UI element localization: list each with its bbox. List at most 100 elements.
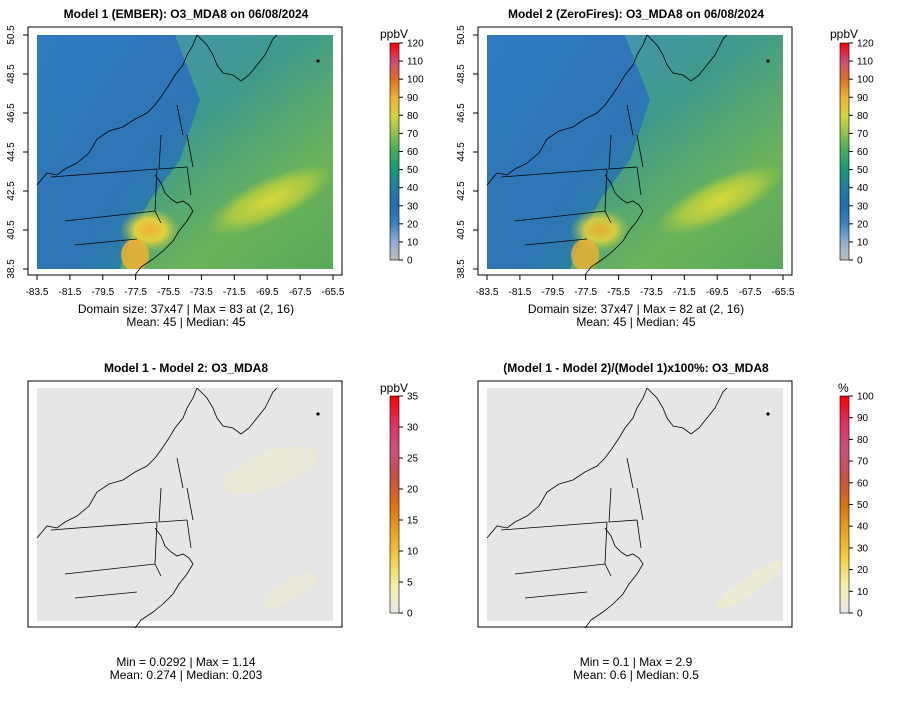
legend-tick-label: 120 bbox=[857, 39, 874, 50]
legend-tick-label: 80 bbox=[407, 111, 419, 122]
legend-colorbar bbox=[389, 395, 400, 614]
panel-1-stats-line1: Domain size: 37x47 | Max = 83 at (2, 16) bbox=[77, 302, 295, 316]
panel-2-frame bbox=[477, 26, 793, 276]
boundary-line bbox=[500, 104, 644, 246]
legend-tick-label: 10 bbox=[407, 237, 419, 248]
legend-tick-label: 0 bbox=[857, 609, 863, 620]
legend-tick-label: 10 bbox=[407, 547, 419, 558]
legend-tick-label: 25 bbox=[407, 454, 419, 465]
panel-2-stats-line1: Domain size: 37x47 | Max = 82 at (2, 16) bbox=[527, 302, 745, 316]
legend-tick-label: 40 bbox=[857, 183, 869, 194]
x-tick-label: -67.5 bbox=[289, 287, 312, 298]
boundary-line bbox=[584, 527, 644, 629]
y-tick-label: 48.5 bbox=[456, 64, 467, 84]
legend-colorbar bbox=[389, 42, 400, 261]
x-tick-label: -81.5 bbox=[58, 287, 81, 298]
x-tick-label: -71.5 bbox=[223, 287, 246, 298]
island-marker bbox=[316, 412, 320, 416]
y-tick-label: 46.5 bbox=[456, 103, 467, 123]
boundary-line bbox=[50, 104, 194, 246]
panel-3-unit: ppbV bbox=[380, 381, 409, 395]
legend-tick-label: 60 bbox=[857, 147, 869, 158]
legend-tick-label: 100 bbox=[857, 75, 874, 86]
legend-tick-label: 110 bbox=[857, 57, 873, 68]
x-tick-label: -69.5 bbox=[706, 287, 729, 298]
legend-tick-label: 70 bbox=[857, 457, 869, 468]
x-tick-label: -67.5 bbox=[739, 287, 762, 298]
panel-1-boundaries bbox=[36, 34, 320, 276]
legend-tick-label: 90 bbox=[857, 93, 869, 104]
boundary-line bbox=[486, 34, 728, 186]
panel-1-stats-line2: Mean: 45 | Median: 45 bbox=[126, 315, 246, 329]
legend-tick-label: 30 bbox=[407, 423, 419, 434]
coastline-overlay bbox=[36, 34, 770, 629]
panel-3-stats-line2: Mean: 0.274 | Median: 0.203 bbox=[109, 668, 263, 682]
legend-tick-label: 70 bbox=[857, 129, 869, 140]
panel-2-unit: ppbV bbox=[830, 27, 859, 41]
legend-tick-label: 0 bbox=[407, 256, 413, 267]
panel-4-unit: % bbox=[838, 381, 849, 395]
legend-tick-label: 20 bbox=[857, 219, 869, 230]
legend-tick-label: 20 bbox=[857, 565, 869, 576]
x-tick-label: -65.5 bbox=[322, 287, 345, 298]
y-tick-label: 38.5 bbox=[456, 259, 467, 279]
island-marker bbox=[766, 59, 770, 63]
panel-1-title: Model 1 (EMBER): O3_MDA8 on 06/08/2024 bbox=[63, 7, 309, 21]
y-tick-label: 40.5 bbox=[6, 220, 17, 240]
x-tick-label: -69.5 bbox=[256, 287, 279, 298]
y-tick-label: 38.5 bbox=[6, 259, 17, 279]
axes: -83.5 -81.5 -79.5 -77.5 -75.5 -73.5 -71.5 -69.5… bbox=[6, 25, 795, 298]
panel-3-diff-field bbox=[37, 388, 333, 621]
panel-2-stats-line2: Mean: 45 | Median: 45 bbox=[576, 315, 696, 329]
panel-1-unit: ppbV bbox=[380, 27, 409, 41]
legend-tick-label: 0 bbox=[857, 256, 863, 267]
x-tick-label: -83.5 bbox=[26, 287, 49, 298]
boundary-line bbox=[50, 457, 194, 599]
island-marker bbox=[316, 59, 320, 63]
panel-2-ozone-field bbox=[487, 35, 783, 269]
panel-1-ozone-field bbox=[37, 35, 333, 269]
x-tick-label: -81.5 bbox=[508, 287, 531, 298]
x-tick-label: -75.5 bbox=[607, 287, 630, 298]
legend-tick-label: 100 bbox=[407, 75, 424, 86]
legend-tick-label: 100 bbox=[857, 392, 874, 403]
legend-tick-label: 40 bbox=[407, 183, 419, 194]
x-tick-label: -73.5 bbox=[640, 287, 663, 298]
legend-tick-label: 120 bbox=[407, 39, 424, 50]
legend-tick-label: 50 bbox=[857, 165, 869, 176]
legend-tick-label: 30 bbox=[857, 201, 869, 212]
boundary-line bbox=[134, 527, 194, 629]
y-tick-label: 50.5 bbox=[456, 25, 467, 45]
legend-tick-label: 60 bbox=[407, 147, 419, 158]
y-tick-label: 44.5 bbox=[456, 142, 467, 162]
legend-tick-label: 80 bbox=[857, 111, 869, 122]
y-tick-label: 46.5 bbox=[6, 103, 17, 123]
panel-1-stats: Domain size: 37x47 | Max = 83 at (2, 16)… bbox=[28, 303, 344, 329]
y-tick-label: 50.5 bbox=[6, 25, 17, 45]
island-marker bbox=[766, 412, 770, 416]
legend-tick-label: 50 bbox=[857, 500, 869, 511]
x-tick-label: -83.5 bbox=[476, 287, 499, 298]
legend-colorbar bbox=[839, 42, 850, 261]
legend-tick-label: 10 bbox=[857, 587, 869, 598]
boundary-line bbox=[36, 387, 278, 539]
x-tick-label: -75.5 bbox=[157, 287, 180, 298]
panel-3-boundaries bbox=[36, 387, 320, 629]
x-tick-label: -77.5 bbox=[124, 287, 147, 298]
color-legends: 1201101009080706050403020100120110100908… bbox=[389, 39, 874, 620]
x-tick-label: -79.5 bbox=[91, 287, 114, 298]
y-tick-label: 40.5 bbox=[456, 220, 467, 240]
panel-4-diff-field bbox=[487, 388, 783, 621]
legend-tick-label: 110 bbox=[407, 57, 423, 68]
panel-4-boundaries bbox=[486, 387, 770, 629]
legend-tick-label: 40 bbox=[857, 522, 869, 533]
x-tick-label: -71.5 bbox=[673, 287, 696, 298]
panel-4-stats-line1: Min = 0.1 | Max = 2.9 bbox=[579, 655, 693, 669]
panel-3-stats: Min = 0.0292 | Max = 1.14 Mean: 0.274 | … bbox=[28, 656, 344, 682]
legend-tick-label: 70 bbox=[407, 129, 419, 140]
boundary-line bbox=[486, 387, 728, 539]
panel-4-title: (Model 1 - Model 2)/(Model 1)x100%: O3_M… bbox=[503, 361, 769, 375]
panel-4-stats: Min = 0.1 | Max = 2.9 Mean: 0.6 | Median… bbox=[478, 656, 794, 682]
legend-tick-label: 80 bbox=[857, 435, 869, 446]
